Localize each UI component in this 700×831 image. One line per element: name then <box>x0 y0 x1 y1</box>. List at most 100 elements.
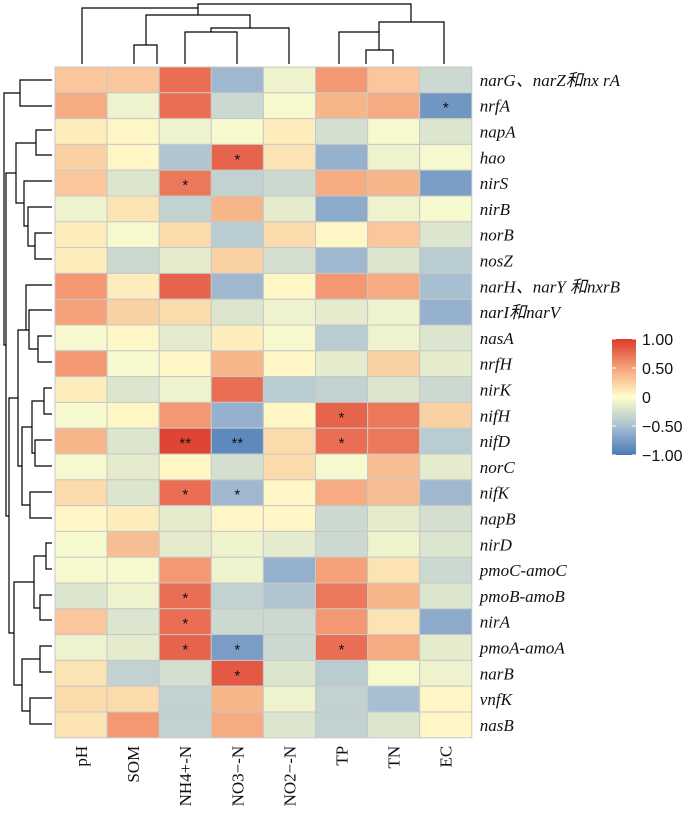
heatmap-cell <box>419 272 473 300</box>
heatmap-cell <box>315 350 369 378</box>
row-label: narI和narV <box>480 303 563 322</box>
significance-mark: * <box>182 177 188 194</box>
heatmap-cell <box>315 659 369 687</box>
heatmap-cell <box>262 530 316 558</box>
row-label: narH、narY 和nxrB <box>480 277 621 296</box>
column-label: NH4+-N <box>176 746 195 807</box>
significance-mark: * <box>234 151 240 168</box>
heatmap-cell <box>210 711 264 739</box>
row-label: narB <box>480 664 515 683</box>
column-label: pH <box>72 746 91 767</box>
column-labels: pH SOM NH4+-N NO3−-N NO2−-N TP TN EC <box>72 746 456 807</box>
heatmap-cell <box>106 685 160 713</box>
row-label: nifK <box>480 484 511 503</box>
heatmap-cell <box>106 66 160 94</box>
heatmap-cell <box>419 169 473 197</box>
heatmap-cell <box>210 582 264 610</box>
heatmap-cell <box>106 479 160 507</box>
heatmap-cell <box>419 118 473 145</box>
heatmap-cell <box>158 118 212 145</box>
heatmap-cell <box>419 711 473 739</box>
heatmap-cell <box>367 659 421 687</box>
row-label: nasA <box>480 329 515 348</box>
heatmap-cells <box>54 66 473 739</box>
significance-mark: * <box>234 487 240 504</box>
heatmap-cell <box>262 634 316 661</box>
heatmap-cell <box>367 118 421 145</box>
heatmap-cell <box>315 479 369 507</box>
heatmap-cell <box>419 453 473 481</box>
heatmap-cell <box>419 530 473 558</box>
legend-tick-label: 0.50 <box>642 361 673 378</box>
significance-mark: * <box>182 616 188 633</box>
heatmap-cell <box>262 324 316 352</box>
heatmap-cell <box>158 376 212 403</box>
significance-mark: * <box>339 409 345 426</box>
column-dendrogram <box>81 3 445 64</box>
heatmap-cell <box>158 401 212 429</box>
heatmap-cell <box>210 195 264 223</box>
heatmap-cell <box>106 659 160 687</box>
heatmap-cell <box>210 453 264 481</box>
heatmap-cell <box>315 634 369 661</box>
row-label: nasB <box>480 716 515 735</box>
heatmap-cell <box>210 118 264 145</box>
heatmap-cell <box>158 298 212 326</box>
heatmap-cell <box>54 505 108 532</box>
heatmap-cell <box>367 92 421 120</box>
significance-mark: ** <box>232 435 244 452</box>
heatmap-cell <box>419 376 473 403</box>
heatmap-cell <box>210 66 264 94</box>
heatmap-cell <box>367 556 421 584</box>
heatmap-cell <box>158 530 212 558</box>
heatmap-cell <box>210 608 264 636</box>
heatmap-cell <box>158 582 212 610</box>
row-label: norC <box>480 458 516 477</box>
heatmap-cell <box>54 427 108 455</box>
heatmap-cell <box>106 118 160 145</box>
heatmap-cell <box>106 247 160 274</box>
heatmap-cell <box>315 66 369 94</box>
heatmap-cell <box>210 530 264 558</box>
heatmap-cell <box>210 298 264 326</box>
heatmap-cell <box>106 350 160 378</box>
heatmap-cell <box>210 685 264 713</box>
heatmap-cell <box>54 530 108 558</box>
heatmap-cell <box>262 505 316 532</box>
row-label: nirD <box>480 535 513 554</box>
heatmap-cell <box>54 376 108 403</box>
heatmap-cell <box>315 169 369 197</box>
row-label: nrfA <box>480 97 511 116</box>
heatmap-cell <box>262 427 316 455</box>
heatmap-cell <box>106 711 160 739</box>
heatmap-cell <box>106 195 160 223</box>
heatmap-cell <box>315 118 369 145</box>
heatmap-cell <box>262 582 316 610</box>
heatmap-cell <box>210 350 264 378</box>
heatmap-cell <box>367 143 421 171</box>
legend-tick-label: −0.50 <box>642 419 683 436</box>
heatmap-cell <box>54 324 108 352</box>
row-label: napB <box>480 510 517 529</box>
heatmap-cell <box>158 659 212 687</box>
heatmap-cell <box>262 453 316 481</box>
heatmap-cell <box>315 324 369 352</box>
heatmap-cell <box>54 556 108 584</box>
heatmap-cell <box>262 659 316 687</box>
heatmap-cell <box>262 66 316 94</box>
heatmap-cell <box>367 298 421 326</box>
heatmap-cell <box>210 556 264 584</box>
heatmap-cell <box>419 350 473 378</box>
row-label: pmoA-amoA <box>479 639 566 658</box>
heatmap-cell <box>262 556 316 584</box>
heatmap-cell <box>262 195 316 223</box>
heatmap-cell <box>54 401 108 429</box>
heatmap-cell <box>106 401 160 429</box>
heatmap-cell <box>367 453 421 481</box>
heatmap-cell <box>367 350 421 378</box>
heatmap-cell <box>54 659 108 687</box>
heatmap-cell <box>210 272 264 300</box>
heatmap-cell <box>419 401 473 429</box>
heatmap-cell <box>367 195 421 223</box>
heatmap-cell <box>106 143 160 171</box>
